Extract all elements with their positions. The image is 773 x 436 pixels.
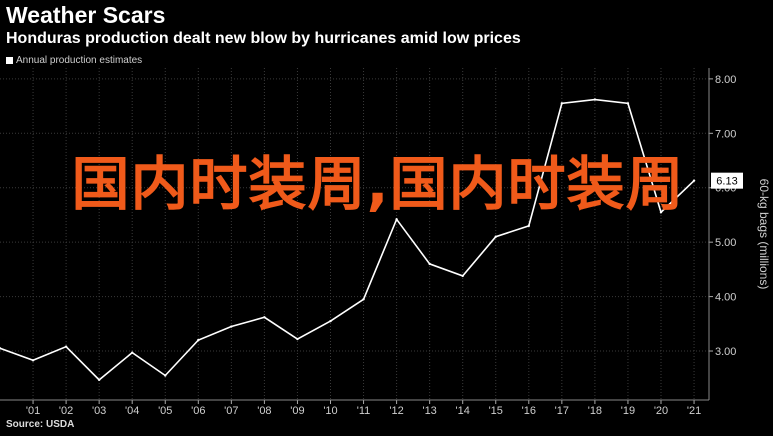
data-point <box>64 345 68 348</box>
x-tick-label: '14 <box>456 405 470 417</box>
data-point <box>428 262 431 266</box>
data-point <box>0 347 2 350</box>
legend: Annual production estimates <box>6 55 142 66</box>
x-tick-label: '06 <box>191 405 205 417</box>
data-point <box>164 374 167 377</box>
data-point <box>560 102 564 105</box>
data-point <box>395 218 398 221</box>
x-tick-label: '13 <box>422 405 436 417</box>
y-tick-label: 7.00 <box>715 128 736 140</box>
y-tick-label: 3.00 <box>715 346 736 358</box>
source-note: Source: USDA <box>6 419 75 430</box>
data-point <box>692 179 696 182</box>
x-tick-label: '04 <box>125 405 139 417</box>
data-point <box>197 338 200 342</box>
data-point <box>296 337 299 341</box>
chart-title: Weather Scars <box>6 2 166 28</box>
data-point <box>593 98 597 101</box>
y-tick-label: 5.00 <box>715 237 736 249</box>
x-tick-label: '01 <box>26 405 40 417</box>
x-tick-label: '07 <box>224 405 238 417</box>
x-tick-label: '15 <box>489 405 503 417</box>
data-point <box>31 359 35 362</box>
x-tick-label: '11 <box>357 405 371 417</box>
data-point <box>626 102 630 105</box>
data-point <box>527 224 530 228</box>
x-tick-label: '12 <box>389 405 403 417</box>
x-tick-label: '03 <box>92 405 106 417</box>
x-tick-label: '21 <box>687 405 701 417</box>
y-tick-label: 8.00 <box>715 74 736 86</box>
y-axis-title: 60-kg bags (millions) <box>757 179 771 290</box>
data-point <box>97 378 101 382</box>
data-point <box>263 316 266 319</box>
x-tick-label: '20 <box>654 405 668 417</box>
data-point <box>461 274 464 278</box>
legend-label: Annual production estimates <box>16 55 143 66</box>
x-tick-label: '17 <box>555 405 569 417</box>
x-tick-label: '08 <box>257 405 271 417</box>
chart-subtitle: Honduras production dealt new blow by hu… <box>6 30 521 47</box>
x-tick-label: '05 <box>158 405 172 417</box>
data-point <box>131 351 134 354</box>
data-point <box>494 235 497 238</box>
x-tick-label: '09 <box>290 405 304 417</box>
x-tick-label: '02 <box>59 405 73 417</box>
last-value-box <box>711 172 743 189</box>
y-tick-label: 4.00 <box>715 292 736 304</box>
data-point <box>362 298 365 301</box>
watermark-text: 国内时装周,国内时装周 <box>71 150 685 218</box>
data-point <box>230 325 233 328</box>
data-point <box>659 211 663 214</box>
data-point <box>329 319 332 323</box>
legend-swatch <box>6 57 13 64</box>
last-value-label: 6.13 <box>716 176 737 188</box>
series-line <box>0 98 695 381</box>
x-tick-label: '19 <box>621 405 635 417</box>
x-tick-label: '10 <box>323 405 337 417</box>
x-tick-label: '18 <box>588 405 602 417</box>
x-tick-label: '16 <box>522 405 536 417</box>
